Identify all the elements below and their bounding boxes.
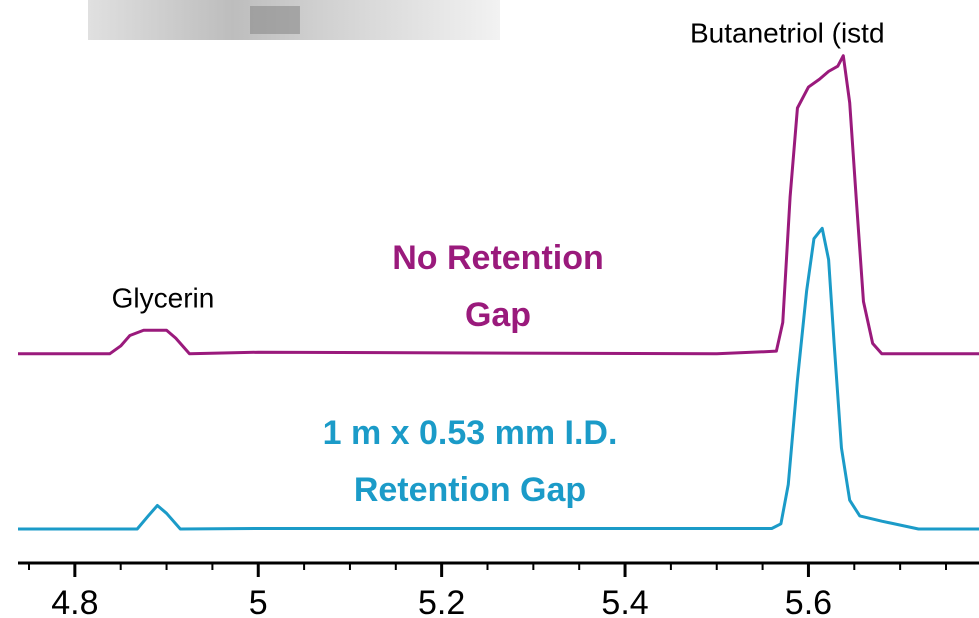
- annotation: Retention Gap: [354, 471, 586, 509]
- chart: 4.8 5 5.2 5.4 5.6 Butanetriol (istd Glycerin No…: [0, 0, 979, 618]
- annotation: 1 m x 0.53 mm I.D.: [323, 414, 618, 452]
- x-tick-label: 5: [249, 584, 268, 618]
- annotation: No Retention: [392, 239, 604, 277]
- x-tick-label: 5.6: [785, 584, 832, 618]
- annotation: Gap: [465, 296, 531, 334]
- x-tick-label: 5.2: [418, 584, 465, 618]
- photo-detail: [250, 6, 300, 34]
- annotation: Butanetriol (istd: [690, 17, 885, 48]
- annotation: Glycerin: [112, 282, 215, 313]
- x-tick-label: 4.8: [51, 584, 98, 618]
- x-tick-label: 5.4: [601, 584, 648, 618]
